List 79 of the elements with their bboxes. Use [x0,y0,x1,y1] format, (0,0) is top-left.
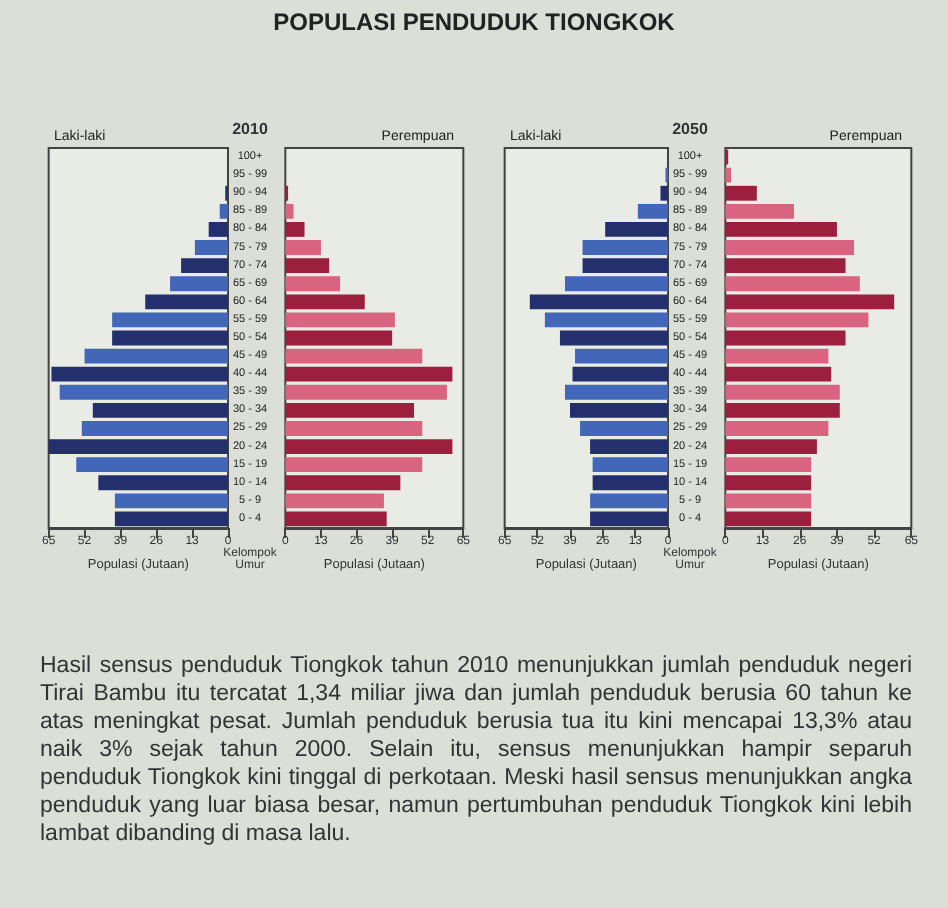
bar [98,475,228,491]
bar [725,402,840,418]
bar [725,312,869,328]
bar [285,402,415,418]
bar [592,457,668,473]
bar [529,294,668,310]
bar [590,493,668,509]
bar [725,348,829,364]
bar [637,203,668,219]
bar [208,222,228,237]
bar [725,258,846,274]
bar [285,475,401,491]
bar [285,222,305,237]
bar [582,240,668,255]
bar [725,384,840,400]
bar [725,457,812,473]
bar [285,384,447,400]
text: 2010 [232,120,268,138]
bar [59,384,228,400]
bar [582,258,668,274]
bar [285,203,294,219]
bar [285,348,423,364]
bar [590,439,668,454]
bar [285,366,453,382]
bar [725,421,829,436]
bar [564,276,668,292]
bar [285,330,393,346]
bar [580,421,668,436]
bar [181,258,228,274]
bar [605,222,668,237]
bar [725,330,846,346]
bar [592,475,668,491]
bar [725,439,817,454]
bar [559,330,668,346]
bar [285,457,423,473]
bar [51,366,228,382]
bar [219,203,228,219]
bar [285,240,321,255]
bar [285,312,395,328]
bar [660,185,668,201]
bar [81,421,228,436]
bar [572,366,668,382]
bar [725,167,732,183]
bar [48,439,228,454]
bar [84,348,228,364]
text: Hasil sensus penduduk Tiongkok tahun 2010 menunjukkan jumlah penduduk negeri Tirai Bambu itu tercatat 1,34 miliar jiwa dan jumlah penduduk berusia 60 tahun ke atas meningkat pesat. Jumlah penduduk berusia tua itu kini mencapai 13,3% atau naik 3% sejak tahun 2000. Selain itu, sensus menunjukkan hampir separuh penduduk Tiongkok kini tinggal di perkotaan. Meski hasil sensus menunjukkan angka penduduk yang luar biasa besar, namun pertumbuhan penduduk Tiongkok kini lebih lambat dibanding di masa lalu. [40,652,912,848]
bar [544,312,668,328]
bar [590,511,668,527]
bar [570,402,668,418]
bar [285,493,384,509]
bar [76,457,228,473]
bar [170,276,228,292]
bar [725,511,812,527]
text: 2050 [672,120,708,138]
bar [725,294,895,310]
bar [285,294,365,310]
bar [145,294,228,310]
bar [725,366,832,382]
bar [285,511,387,527]
bar [285,421,423,436]
bar [725,222,837,237]
bar [285,439,453,454]
bar [112,330,228,346]
bar [194,240,228,255]
bar [725,240,855,255]
bar [92,402,228,418]
bar [725,475,812,491]
bar [285,276,341,292]
bar [725,493,812,509]
bar [114,493,228,509]
bar [285,258,330,274]
bar [575,348,668,364]
bar [725,185,757,201]
bar [112,312,228,328]
bar [114,511,228,527]
bar [725,203,795,219]
bar [725,276,860,292]
bar [564,384,668,400]
text: POPULASI PENDUDUK TIONGKOK [271,8,677,36]
